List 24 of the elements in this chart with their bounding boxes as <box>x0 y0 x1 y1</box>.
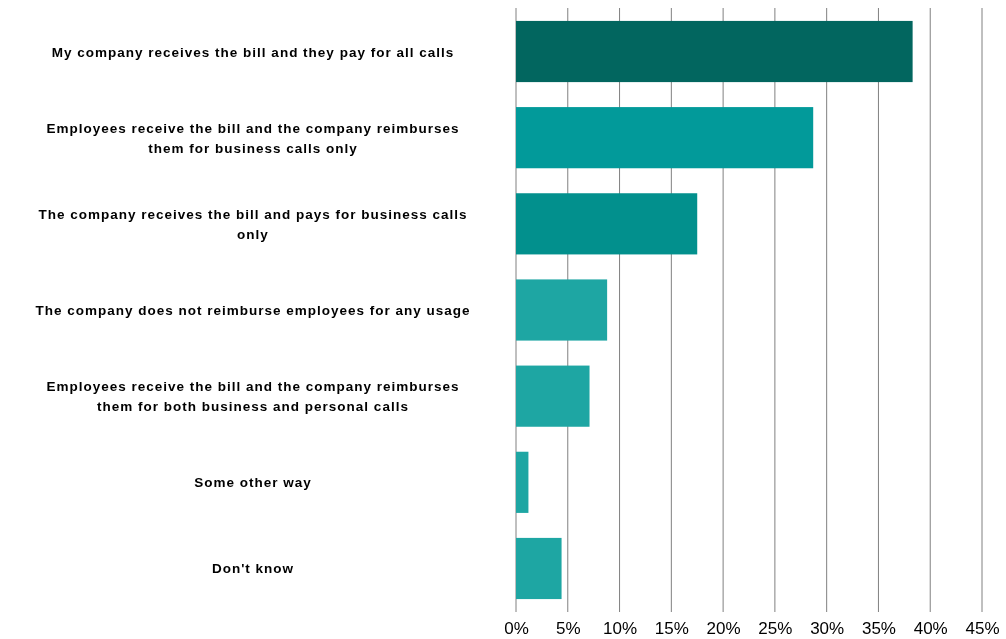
x-tick-label: 35% <box>861 619 896 639</box>
x-tick-label: 20% <box>706 619 741 639</box>
bar <box>516 20 913 83</box>
x-tick-label: 45% <box>965 619 1000 639</box>
y-tick-label: Don't know <box>211 561 295 577</box>
y-tick-label: Some other way <box>194 475 312 491</box>
x-tick-label: 15% <box>654 619 689 639</box>
x-tick-label: 30% <box>810 619 845 639</box>
x-tick-label: 0% <box>504 619 529 639</box>
bar <box>516 451 529 513</box>
y-tick-label: Employees receive the bill and the company reimburses them for both business and personal calls <box>46 379 460 415</box>
bar <box>516 193 698 255</box>
bar <box>516 365 590 427</box>
x-tick-label: 40% <box>913 619 948 639</box>
y-tick-label: My company receives the bill and they pay for all calls <box>51 44 455 60</box>
x-tick-label: 25% <box>758 619 793 639</box>
y-tick-label: Employees receive the bill and the company reimburses them for business calls only <box>46 120 460 156</box>
bar <box>516 537 562 600</box>
y-tick-label: The company receives the bill and pays for business calls only <box>38 206 468 242</box>
bar <box>516 279 608 341</box>
x-tick-label: 10% <box>603 619 638 639</box>
bar <box>516 107 814 169</box>
y-tick-label: The company does not reimburse employees for any usage <box>35 303 471 318</box>
x-tick-label: 5% <box>555 619 581 639</box>
